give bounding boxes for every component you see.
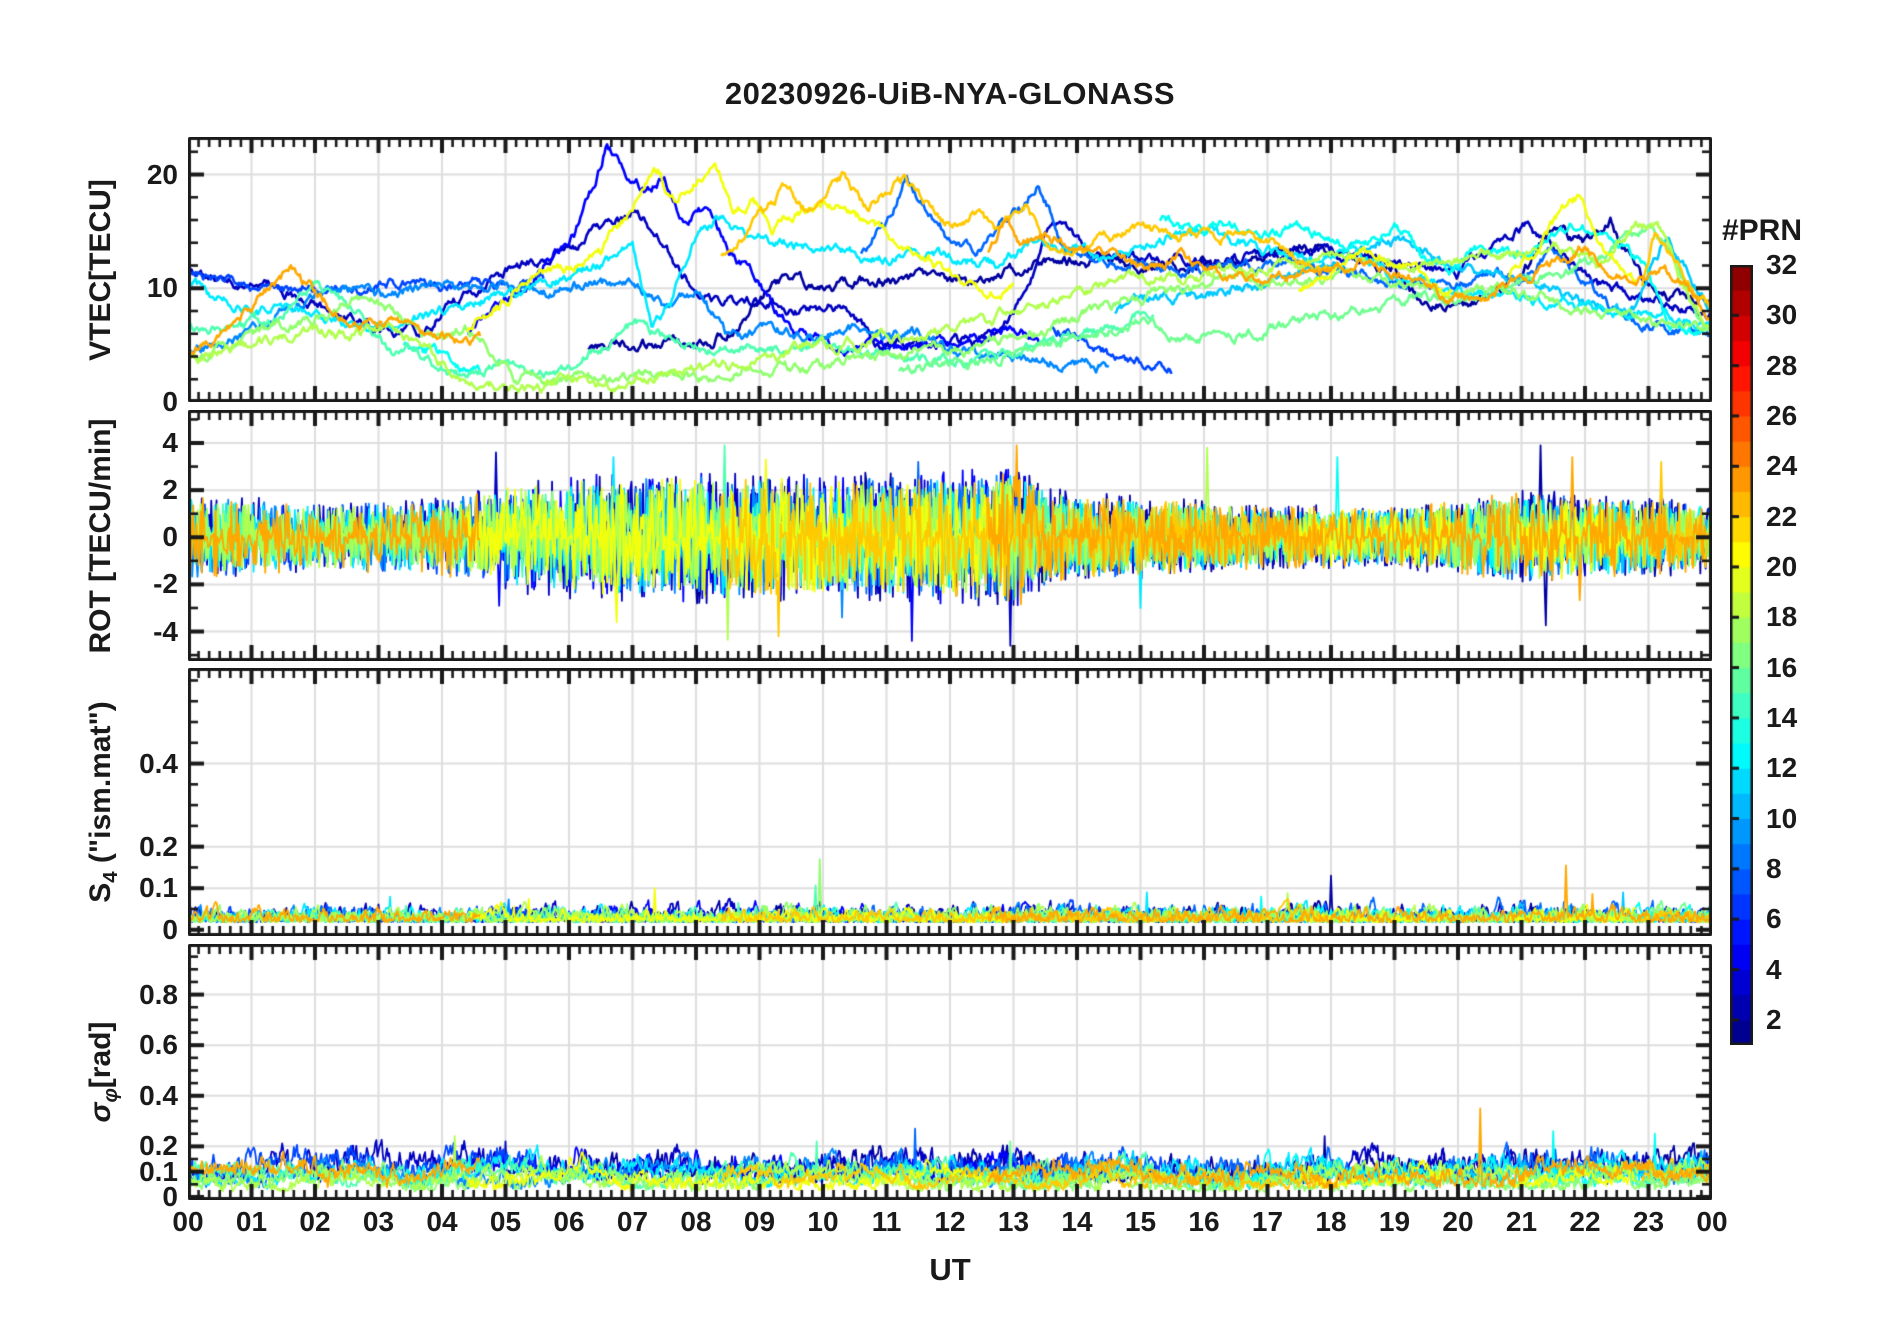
x-axis-label: UT — [929, 1252, 971, 1287]
x-tick-label: 02 — [299, 1206, 331, 1237]
x-tick-label: 13 — [997, 1206, 1030, 1237]
x-tick-label: 07 — [616, 1206, 649, 1237]
x-tick-label: 00 — [1696, 1206, 1728, 1237]
x-tick-label: 16 — [1188, 1206, 1220, 1237]
x-tick-label: 06 — [553, 1206, 585, 1237]
y-tick-label: 0 — [162, 521, 178, 553]
x-tick-label: 04 — [426, 1206, 458, 1237]
x-tick-label: 10 — [807, 1206, 839, 1237]
colorbar-tick-label: 2 — [1766, 1003, 1782, 1035]
colorbar-tick-label: 28 — [1766, 349, 1798, 381]
colorbar-title: #PRN — [1721, 214, 1803, 247]
x-tick-label: 21 — [1505, 1206, 1538, 1237]
colorbar-tick-label: 18 — [1766, 601, 1798, 633]
y-tick-label: 0.8 — [139, 978, 178, 1010]
panel-canvas-rot — [188, 410, 1712, 661]
x-tick-label: 08 — [680, 1206, 712, 1237]
y-tick-label: -2 — [153, 568, 178, 600]
colorbar-tick-label: 8 — [1766, 852, 1782, 884]
panel-canvas-sigma-phi — [188, 944, 1712, 1200]
x-tick-label: 19 — [1378, 1206, 1411, 1237]
x-tick-label: 05 — [489, 1206, 522, 1237]
panel-canvas-vtec — [188, 137, 1712, 402]
colorbar-tick-label: 12 — [1766, 752, 1798, 784]
x-tick-label: 09 — [743, 1206, 776, 1237]
colorbar-canvas — [1730, 265, 1753, 1045]
panel-canvas-s4 — [188, 668, 1712, 936]
x-tick-label: 00 — [172, 1206, 204, 1237]
x-tick-label: 14 — [1061, 1206, 1093, 1237]
y-tick-label: 0.2 — [139, 830, 178, 862]
x-tick-label: 18 — [1315, 1206, 1347, 1237]
y-tick-label: 0.1 — [139, 1155, 178, 1187]
y-tick-label: 4 — [162, 426, 178, 458]
x-tick-label: 12 — [934, 1206, 966, 1237]
colorbar-tick-label: 30 — [1766, 299, 1798, 331]
y-tick-label: 0.4 — [139, 747, 178, 779]
y-tick-label: 0 — [162, 1180, 178, 1212]
colorbar-tick-label: 6 — [1766, 903, 1782, 935]
y-tick-label: 2 — [162, 474, 178, 506]
colorbar-tick-label: 32 — [1766, 249, 1798, 280]
y-tick-label: 0.1 — [139, 872, 178, 904]
colorbar-tick-label: 20 — [1766, 550, 1798, 582]
colorbar-tick-label: 26 — [1766, 399, 1798, 431]
colorbar-tick-label: 10 — [1766, 802, 1798, 834]
colorbar-tick-label: 16 — [1766, 651, 1798, 683]
y-tick-label: 0.4 — [139, 1079, 178, 1111]
y-tick-label: 0.6 — [139, 1029, 178, 1061]
x-tick-label: 11 — [871, 1206, 902, 1237]
y-tick-label: 20 — [146, 158, 178, 190]
y-axis-label-part: VTEC[TECU] — [84, 178, 117, 361]
y-tick-label: 10 — [146, 272, 178, 304]
x-tick-label: 01 — [235, 1206, 268, 1237]
x-tick-label: 17 — [1251, 1206, 1284, 1237]
x-tick-label: 15 — [1124, 1206, 1157, 1237]
y-axis-label-vtec: VTEC[TECU] — [84, 179, 118, 361]
figure-title: 20230926-UiB-NYA-GLONASS — [724, 76, 1176, 111]
x-tick-label: 23 — [1632, 1206, 1665, 1237]
y-tick-label: -4 — [153, 615, 178, 647]
y-tick-label: 0 — [162, 386, 178, 417]
colorbar-tick-label: 14 — [1766, 701, 1798, 733]
x-tick-label: 22 — [1569, 1206, 1601, 1237]
colorbar-tick-label: 24 — [1766, 450, 1798, 482]
y-tick-label: 0 — [162, 913, 178, 945]
colorbar-tick-label: 4 — [1766, 953, 1782, 985]
x-tick-label: 20 — [1442, 1206, 1474, 1237]
colorbar-tick-label: 22 — [1766, 500, 1798, 532]
y-tick-label: 0.2 — [139, 1130, 178, 1162]
x-tick-label: 03 — [362, 1206, 395, 1237]
